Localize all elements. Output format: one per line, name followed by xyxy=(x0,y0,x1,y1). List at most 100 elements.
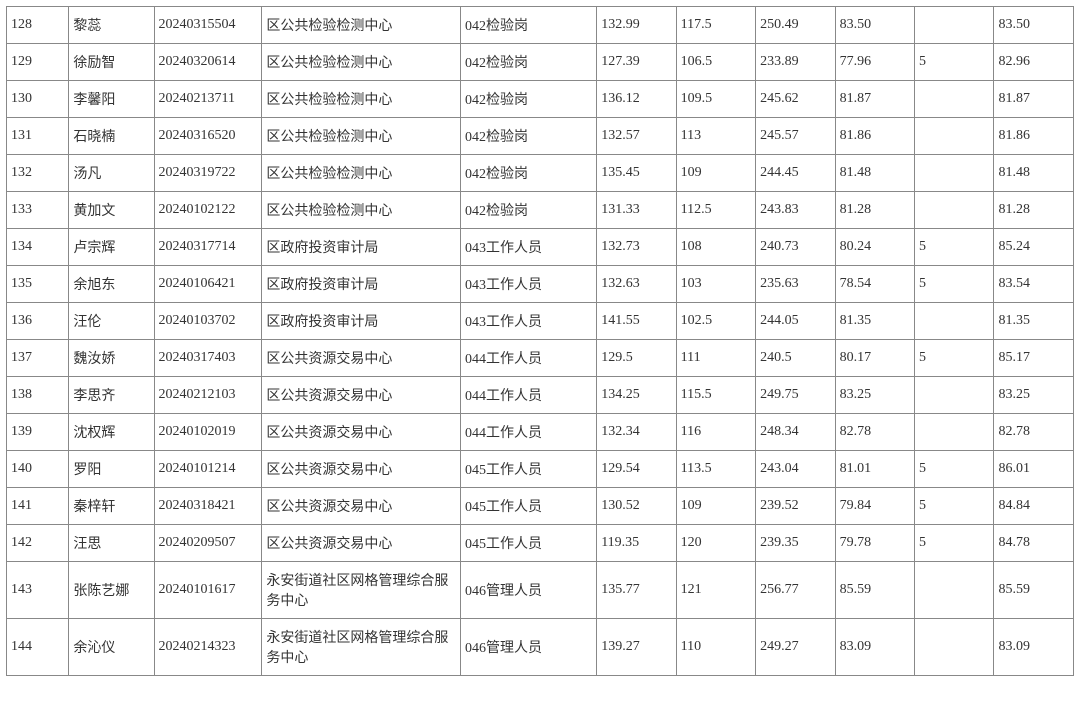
table-cell: 20240212103 xyxy=(154,377,262,414)
table-cell: 83.09 xyxy=(835,619,914,676)
data-table: 128黎蕊20240315504区公共检验检测中心042检验岗132.99117… xyxy=(6,6,1074,676)
table-cell: 黎蕊 xyxy=(69,7,154,44)
table-row: 134卢宗辉20240317714区政府投资审计局043工作人员132.7310… xyxy=(7,229,1074,266)
table-cell: 042检验岗 xyxy=(461,192,597,229)
table-cell: 20240316520 xyxy=(154,118,262,155)
table-cell: 黄加文 xyxy=(69,192,154,229)
table-row: 144余沁仪20240214323永安街道社区网格管理综合服务中心046管理人员… xyxy=(7,619,1074,676)
table-cell: 042检验岗 xyxy=(461,81,597,118)
table-cell: 汪思 xyxy=(69,525,154,562)
table-cell: 042检验岗 xyxy=(461,155,597,192)
table-cell: 81.28 xyxy=(835,192,914,229)
table-row: 140罗阳20240101214区公共资源交易中心045工作人员129.5411… xyxy=(7,451,1074,488)
table-cell: 5 xyxy=(915,525,994,562)
table-cell: 127.39 xyxy=(597,44,676,81)
table-cell: 132.34 xyxy=(597,414,676,451)
table-cell: 135.77 xyxy=(597,562,676,619)
table-cell: 129.54 xyxy=(597,451,676,488)
table-cell: 136 xyxy=(7,303,69,340)
table-cell: 5 xyxy=(915,266,994,303)
table-cell: 20240103702 xyxy=(154,303,262,340)
table-cell: 243.04 xyxy=(756,451,835,488)
table-cell: 徐励智 xyxy=(69,44,154,81)
table-cell: 78.54 xyxy=(835,266,914,303)
table-cell: 103 xyxy=(676,266,755,303)
table-cell: 115.5 xyxy=(676,377,755,414)
table-cell: 82.78 xyxy=(994,414,1074,451)
table-cell: 120 xyxy=(676,525,755,562)
table-cell: 141 xyxy=(7,488,69,525)
table-cell: 85.59 xyxy=(994,562,1074,619)
table-cell: 113.5 xyxy=(676,451,755,488)
table-cell: 区公共检验检测中心 xyxy=(262,44,461,81)
table-cell: 区公共资源交易中心 xyxy=(262,414,461,451)
table-cell: 李思齐 xyxy=(69,377,154,414)
table-cell: 5 xyxy=(915,340,994,377)
table-cell: 魏汝娇 xyxy=(69,340,154,377)
table-cell: 余沁仪 xyxy=(69,619,154,676)
table-row: 131石晓楠20240316520区公共检验检测中心042检验岗132.5711… xyxy=(7,118,1074,155)
table-cell: 20240101214 xyxy=(154,451,262,488)
table-body: 128黎蕊20240315504区公共检验检测中心042检验岗132.99117… xyxy=(7,7,1074,676)
table-cell xyxy=(915,562,994,619)
table-cell: 79.78 xyxy=(835,525,914,562)
table-cell: 20240102122 xyxy=(154,192,262,229)
table-cell: 134.25 xyxy=(597,377,676,414)
table-cell: 区政府投资审计局 xyxy=(262,229,461,266)
table-cell: 143 xyxy=(7,562,69,619)
table-row: 137魏汝娇20240317403区公共资源交易中心044工作人员129.511… xyxy=(7,340,1074,377)
table-cell: 139 xyxy=(7,414,69,451)
table-cell: 81.01 xyxy=(835,451,914,488)
table-cell: 132.73 xyxy=(597,229,676,266)
table-cell: 132.57 xyxy=(597,118,676,155)
table-cell xyxy=(915,303,994,340)
table-cell: 042检验岗 xyxy=(461,7,597,44)
table-cell: 243.83 xyxy=(756,192,835,229)
table-cell: 81.86 xyxy=(994,118,1074,155)
table-cell: 121 xyxy=(676,562,755,619)
table-cell: 卢宗辉 xyxy=(69,229,154,266)
table-row: 142汪思20240209507区公共资源交易中心045工作人员119.3512… xyxy=(7,525,1074,562)
table-row: 128黎蕊20240315504区公共检验检测中心042检验岗132.99117… xyxy=(7,7,1074,44)
table-cell: 石晓楠 xyxy=(69,118,154,155)
table-cell: 245.57 xyxy=(756,118,835,155)
table-cell: 区公共检验检测中心 xyxy=(262,155,461,192)
table-cell: 81.48 xyxy=(835,155,914,192)
table-cell: 111 xyxy=(676,340,755,377)
table-cell: 85.17 xyxy=(994,340,1074,377)
table-cell: 133 xyxy=(7,192,69,229)
table-cell: 20240315504 xyxy=(154,7,262,44)
table-cell: 138 xyxy=(7,377,69,414)
table-cell: 84.84 xyxy=(994,488,1074,525)
table-cell: 108 xyxy=(676,229,755,266)
table-row: 130李馨阳20240213711区公共检验检测中心042检验岗136.1210… xyxy=(7,81,1074,118)
table-cell: 141.55 xyxy=(597,303,676,340)
table-cell: 235.63 xyxy=(756,266,835,303)
table-row: 139沈权辉20240102019区公共资源交易中心044工作人员132.341… xyxy=(7,414,1074,451)
table-row: 133黄加文20240102122区公共检验检测中心042检验岗131.3311… xyxy=(7,192,1074,229)
table-row: 129徐励智20240320614区公共检验检测中心042检验岗127.3910… xyxy=(7,44,1074,81)
table-cell: 83.50 xyxy=(994,7,1074,44)
table-cell: 106.5 xyxy=(676,44,755,81)
table-cell: 20240209507 xyxy=(154,525,262,562)
table-cell: 83.50 xyxy=(835,7,914,44)
table-cell: 116 xyxy=(676,414,755,451)
table-cell xyxy=(915,192,994,229)
table-cell: 5 xyxy=(915,44,994,81)
table-cell: 239.52 xyxy=(756,488,835,525)
table-cell: 区公共资源交易中心 xyxy=(262,525,461,562)
table-cell: 20240318421 xyxy=(154,488,262,525)
table-cell: 永安街道社区网格管理综合服务中心 xyxy=(262,562,461,619)
table-cell: 113 xyxy=(676,118,755,155)
table-cell: 244.45 xyxy=(756,155,835,192)
table-cell: 142 xyxy=(7,525,69,562)
table-cell: 5 xyxy=(915,488,994,525)
table-cell: 043工作人员 xyxy=(461,229,597,266)
table-cell: 239.35 xyxy=(756,525,835,562)
table-row: 132汤凡20240319722区公共检验检测中心042检验岗135.45109… xyxy=(7,155,1074,192)
table-cell: 区公共资源交易中心 xyxy=(262,451,461,488)
table-row: 141秦梓轩20240318421区公共资源交易中心045工作人员130.521… xyxy=(7,488,1074,525)
table-cell: 129.5 xyxy=(597,340,676,377)
table-cell: 20240101617 xyxy=(154,562,262,619)
table-cell xyxy=(915,377,994,414)
